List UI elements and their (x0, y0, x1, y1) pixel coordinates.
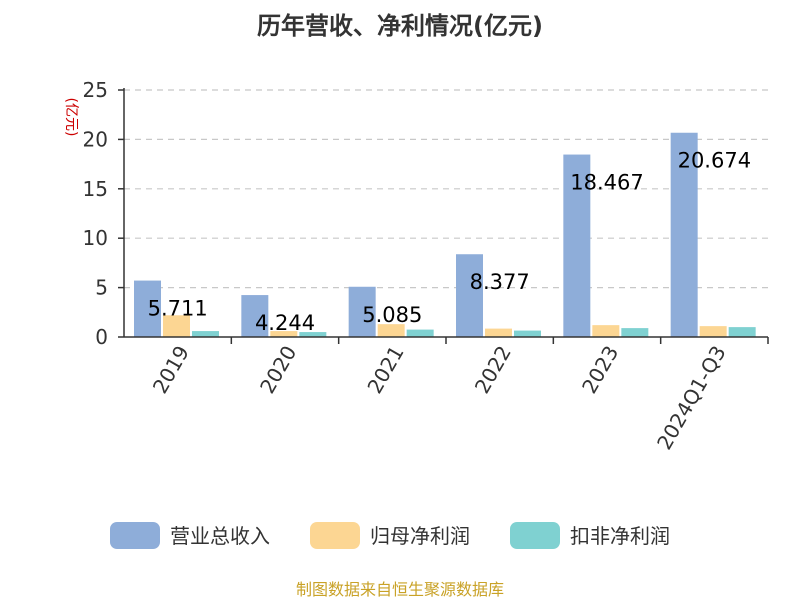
legend-swatch (310, 522, 360, 549)
bar-deducted-net-profit (728, 327, 756, 337)
legend-label: 归母净利润 (370, 524, 470, 548)
data-label: 5.711 (148, 297, 208, 321)
y-tick-label: 0 (95, 325, 108, 349)
bar-deducted-net-profit (621, 328, 649, 337)
y-tick-label: 20 (83, 127, 108, 151)
data-label: 18.467 (570, 171, 643, 195)
x-tick-label: 2022 (470, 342, 516, 398)
tick-labels: 0 5 10 15 20 25 2019 2020 2021 2022 2023 2024Q1-Q3 (83, 78, 731, 454)
y-axis-label: (亿元) (63, 98, 79, 137)
bar-revenue (134, 280, 161, 337)
y-tick-label: 15 (83, 177, 108, 201)
y-tick-label: 10 (83, 226, 108, 250)
axes (118, 88, 769, 344)
legend-swatch (110, 522, 160, 549)
x-tick-label: 2021 (362, 342, 408, 398)
data-label: 4.244 (255, 311, 315, 335)
legend-label: 营业总收入 (170, 524, 270, 548)
chart-title: 历年营收、净利情况(亿元) (257, 12, 543, 40)
bar-deducted-net-profit (192, 331, 219, 337)
x-tick-label: 2024Q1-Q3 (652, 342, 731, 454)
data-labels: 5.711 4.244 5.085 8.377 18.467 20.674 (148, 149, 751, 335)
bar-parent-net-profit (377, 324, 405, 337)
legend: 营业总收入 归母净利润 扣非净利润 (110, 522, 670, 549)
bar-parent-net-profit (270, 331, 298, 337)
y-tick-label: 5 (95, 276, 108, 300)
x-tick-label: 2019 (148, 342, 194, 398)
x-tick-label: 2020 (255, 342, 301, 398)
data-label: 5.085 (362, 303, 422, 327)
bar-deducted-net-profit (406, 329, 434, 337)
bar-parent-net-profit (485, 328, 512, 337)
legend-label: 扣非净利润 (570, 524, 670, 548)
bar-revenue (456, 254, 483, 337)
data-label: 20.674 (678, 149, 751, 173)
grid-lines (124, 89, 768, 289)
bar-parent-net-profit (699, 326, 727, 337)
bar-revenue (563, 154, 591, 337)
data-label: 8.377 (470, 270, 530, 294)
bar-revenue (348, 286, 376, 337)
bar-revenue (670, 132, 698, 337)
legend-swatch (510, 522, 560, 549)
source-note: 制图数据来自恒生聚源数据库 (296, 580, 504, 599)
bar-revenue (241, 295, 269, 337)
bar-deducted-net-profit (299, 332, 327, 337)
x-tick-label: 2023 (577, 342, 623, 398)
y-tick-label: 25 (83, 78, 108, 102)
bar-parent-net-profit (592, 325, 620, 337)
bars (134, 132, 756, 337)
bar-parent-net-profit (163, 315, 190, 337)
bar-deducted-net-profit (514, 330, 541, 337)
